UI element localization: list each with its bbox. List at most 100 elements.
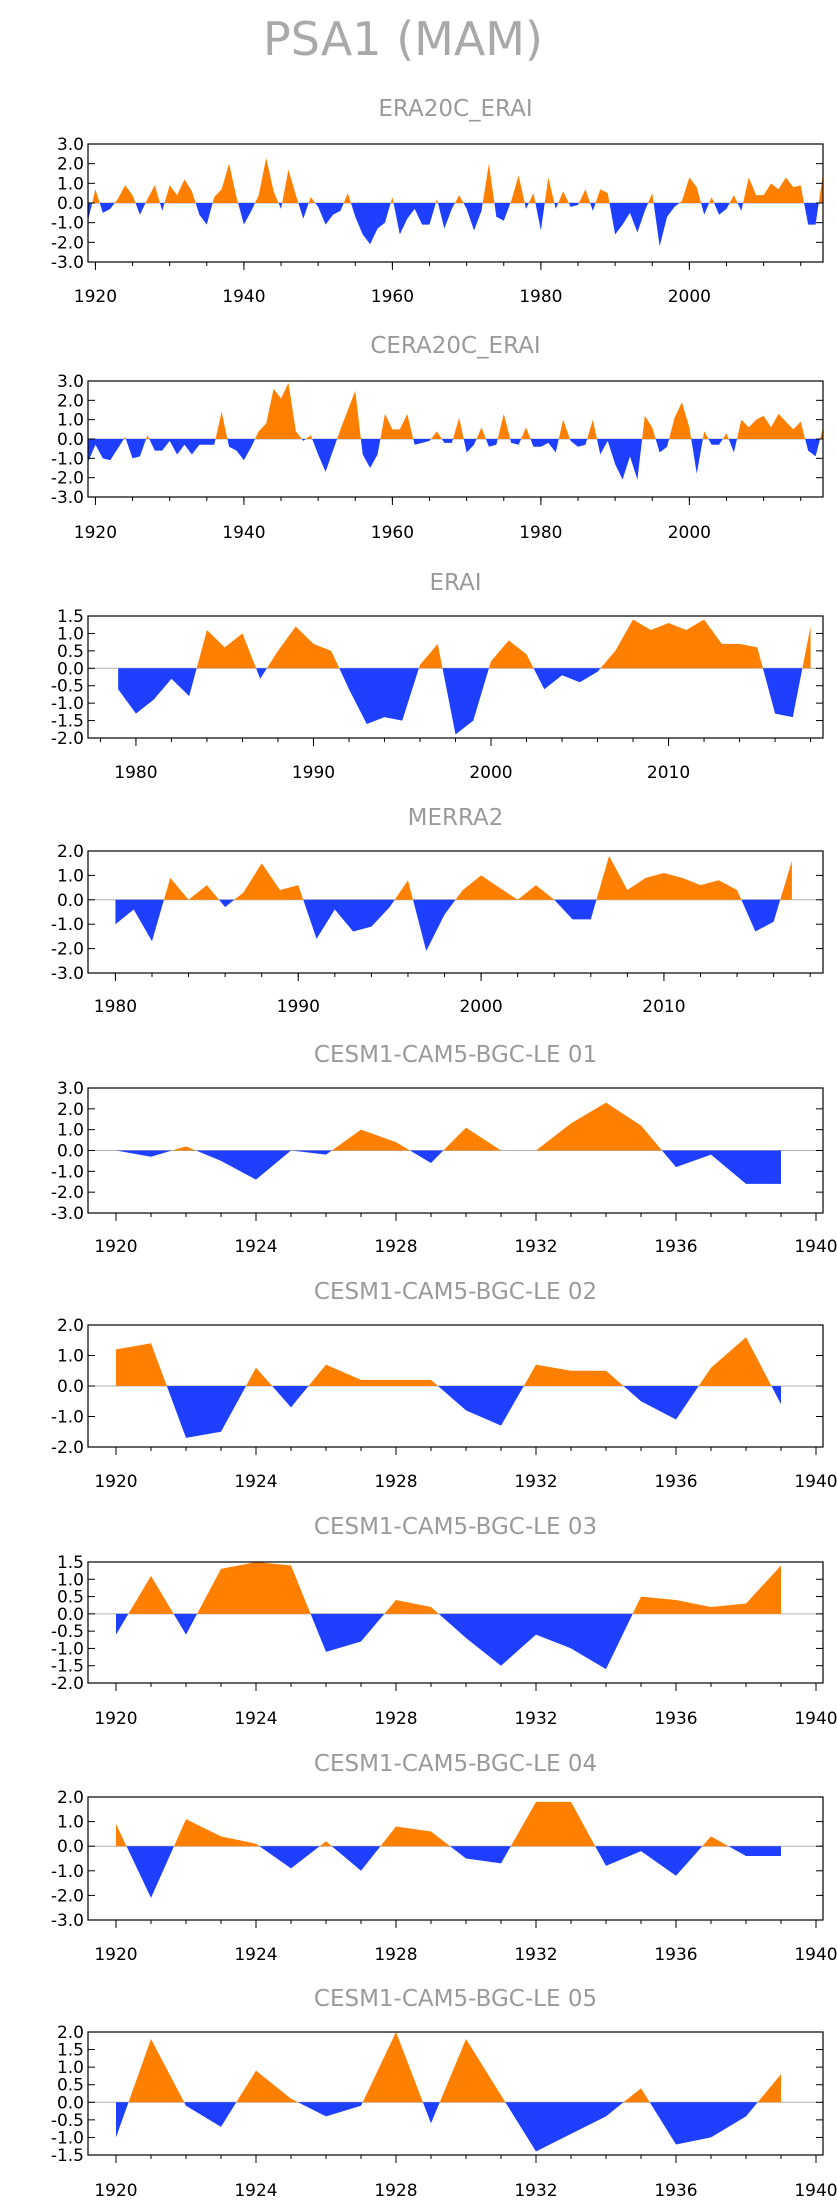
- positive-anomaly-area: [308, 1364, 438, 1386]
- x-tick-label: 1936: [654, 1945, 697, 1965]
- negative-anomaly-area: [510, 439, 522, 445]
- positive-anomaly-area: [736, 413, 806, 439]
- negative-anomaly-area: [653, 203, 680, 247]
- negative-anomaly-area: [166, 1386, 246, 1438]
- x-tick-label: 1928: [374, 1472, 417, 1492]
- positive-anomaly-area: [743, 177, 805, 203]
- positive-anomaly-area: [255, 157, 279, 203]
- y-tick-label: -1.0: [51, 1862, 84, 1882]
- negative-anomaly-area: [655, 439, 670, 453]
- x-tick-label: 1940: [794, 1237, 837, 1257]
- y-tick-label: 2.0: [57, 155, 84, 175]
- negative-anomaly-area: [530, 439, 559, 453]
- x-tick-label: 1940: [794, 2181, 837, 2201]
- negative-anomaly-area: [708, 439, 723, 445]
- positive-anomaly-area: [722, 433, 729, 439]
- positive-anomaly-area: [482, 163, 495, 203]
- panel-title: CERA20C_ERAI: [370, 333, 540, 359]
- negative-anomaly-area: [303, 899, 395, 939]
- negative-anomaly-area: [88, 203, 93, 221]
- positive-anomaly-area: [558, 191, 569, 203]
- x-tick-label: 1980: [519, 287, 562, 307]
- y-tick-label: 0.0: [57, 194, 84, 214]
- negative-anomaly-area: [339, 668, 419, 725]
- positive-anomaly-area: [380, 1826, 451, 1847]
- y-tick-label: -1.5: [51, 1657, 84, 1677]
- y-tick-label: -1.0: [51, 1639, 84, 1659]
- positive-anomaly-area: [820, 427, 823, 439]
- positive-anomaly-area: [116, 1343, 167, 1386]
- plot-frame: [87, 1561, 824, 1684]
- y-tick-label: -1.0: [51, 694, 84, 714]
- negative-anomaly-area: [438, 1613, 633, 1670]
- positive-anomaly-area: [443, 1102, 662, 1151]
- negative-anomaly-area: [301, 439, 306, 441]
- positive-anomaly-area: [679, 177, 702, 203]
- x-tick-label: 2000: [668, 287, 711, 307]
- positive-anomaly-area: [92, 189, 100, 203]
- positive-anomaly-area: [215, 411, 228, 439]
- negative-anomaly-area: [595, 1846, 703, 1876]
- positive-anomaly-area: [116, 1824, 127, 1847]
- positive-anomaly-area: [128, 2039, 185, 2103]
- positive-anomaly-area: [146, 435, 150, 439]
- positive-anomaly-area: [595, 189, 610, 203]
- x-tick-label: 1936: [654, 1472, 697, 1492]
- y-tick-label: -1.0: [51, 1162, 84, 1182]
- negative-anomaly-area: [219, 899, 235, 908]
- positive-anomaly-area: [172, 1146, 196, 1151]
- negative-anomaly-area: [485, 439, 498, 447]
- positive-anomaly-area: [702, 431, 709, 439]
- y-tick-label: 3.0: [57, 372, 84, 392]
- negative-anomaly-area: [238, 203, 256, 225]
- y-tick-label: -0.5: [51, 1622, 84, 1642]
- panel-title: CESM1-CAM5-BGC-LE 01: [314, 1042, 597, 1068]
- positive-anomaly-area: [600, 619, 763, 669]
- y-tick-label: -1.0: [51, 449, 84, 469]
- x-tick-label: 1990: [292, 763, 335, 783]
- negative-anomaly-area: [728, 1846, 781, 1857]
- negative-anomaly-area: [450, 1846, 511, 1864]
- panel-title: CESM1-CAM5-BGC-LE 04: [314, 1751, 597, 1777]
- y-tick-label: 0.0: [57, 891, 84, 911]
- negative-anomaly-area: [118, 668, 197, 714]
- negative-anomaly-area: [554, 899, 597, 920]
- x-tick-label: 1990: [277, 997, 320, 1017]
- negative-anomaly-area: [413, 899, 456, 952]
- x-tick-label: 1920: [94, 1237, 137, 1257]
- y-tick-label: 0.0: [57, 1142, 84, 1162]
- negative-anomaly-area: [310, 1613, 385, 1652]
- positive-anomaly-area: [380, 413, 414, 439]
- x-tick-label: 1924: [234, 1237, 277, 1257]
- positive-anomaly-area: [435, 199, 438, 203]
- x-tick-label: 1960: [371, 287, 414, 307]
- x-tick-label: 1940: [794, 1472, 837, 1492]
- x-tick-label: 1940: [222, 287, 265, 307]
- x-tick-label: 1980: [114, 763, 157, 783]
- negative-anomaly-area: [590, 203, 596, 211]
- positive-anomaly-area: [114, 185, 136, 203]
- y-tick-label: -2.0: [51, 1674, 84, 1694]
- positive-anomaly-area: [587, 419, 597, 439]
- positive-anomaly-area: [197, 1562, 311, 1614]
- negative-anomaly-area: [533, 668, 601, 690]
- negative-anomaly-area: [569, 439, 588, 447]
- positive-anomaly-area: [384, 1600, 439, 1614]
- y-tick-label: -2.0: [51, 1886, 84, 1906]
- y-tick-label: 0.0: [57, 1377, 84, 1397]
- positive-anomaly-area: [266, 626, 340, 669]
- x-tick-label: 2000: [668, 523, 711, 543]
- y-tick-label: 1.0: [57, 1121, 84, 1141]
- negative-anomaly-area: [441, 439, 453, 443]
- y-tick-label: 1.0: [57, 174, 84, 194]
- positive-anomaly-area: [123, 437, 126, 439]
- positive-anomaly-area: [802, 626, 811, 669]
- positive-anomaly-area: [305, 435, 313, 439]
- negative-anomaly-area: [596, 439, 643, 480]
- positive-anomaly-area: [698, 1337, 772, 1386]
- positive-anomaly-area: [308, 197, 316, 203]
- x-tick-label: 1932: [514, 1472, 557, 1492]
- y-tick-label: 1.0: [57, 866, 84, 886]
- x-tick-label: 1924: [234, 1945, 277, 1965]
